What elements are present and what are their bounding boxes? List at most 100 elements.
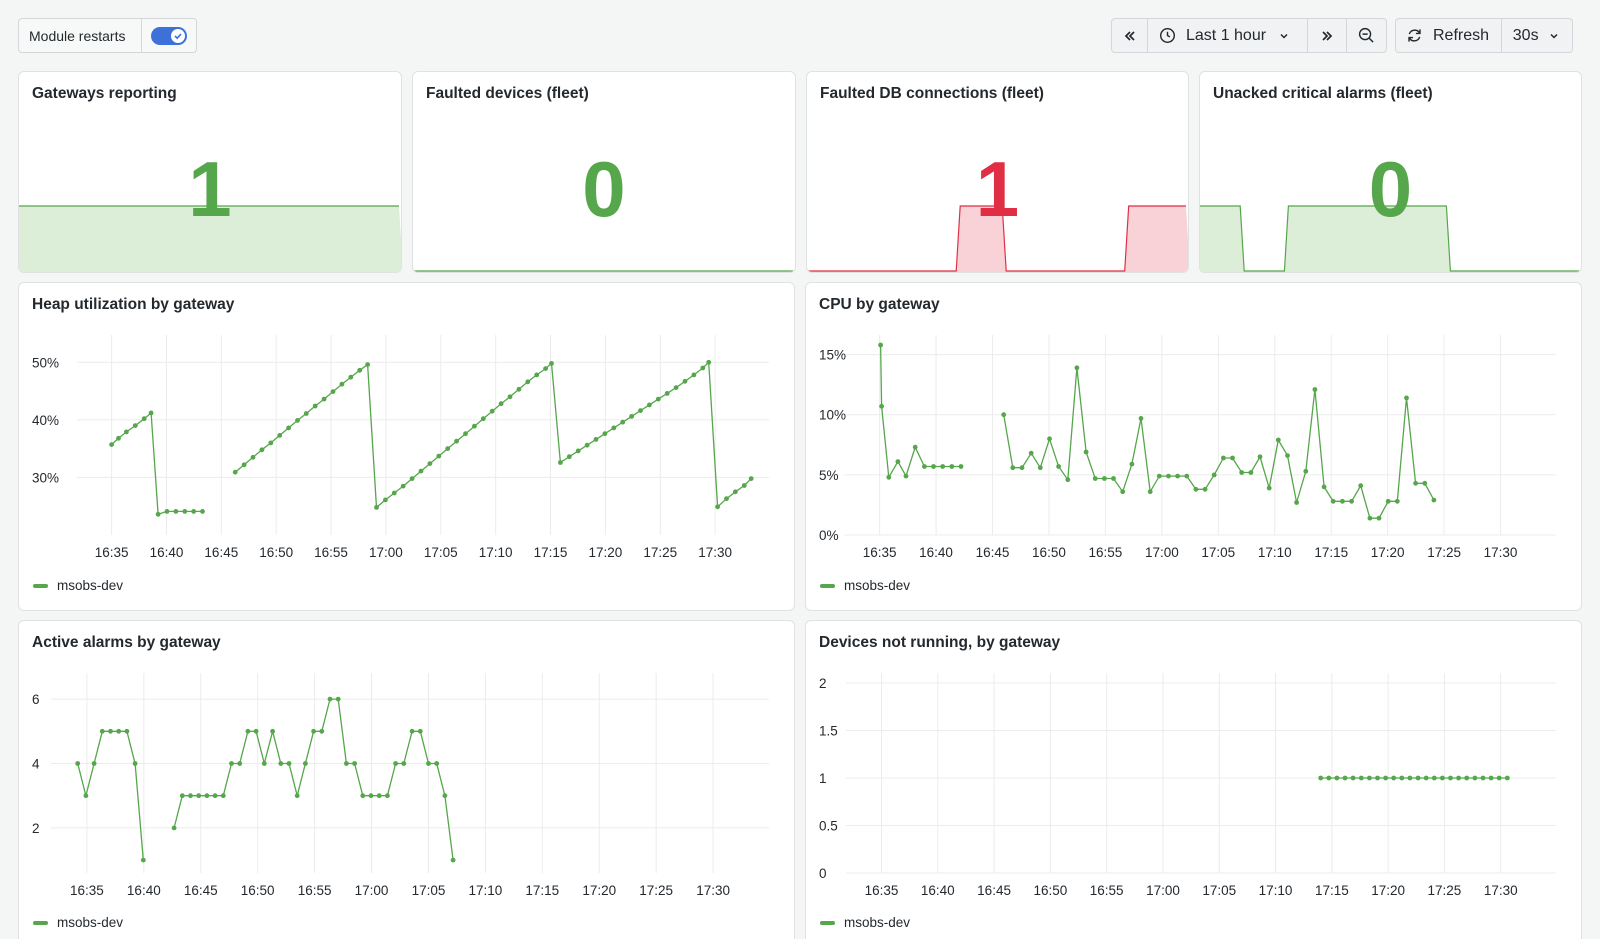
y-tick-label: 40% — [32, 413, 59, 428]
series-line — [234, 360, 752, 509]
data-point — [1156, 473, 1162, 479]
data-point — [1102, 476, 1107, 481]
data-point — [417, 728, 423, 734]
data-point — [124, 429, 129, 435]
data-point — [368, 793, 374, 799]
data-point — [1074, 365, 1080, 371]
legend-item[interactable]: msobs-dev — [33, 578, 123, 593]
data-point — [1391, 775, 1397, 781]
x-tick-label: 16:55 — [1090, 883, 1124, 898]
y-tick-label: 15% — [819, 348, 846, 363]
time-forward-button[interactable] — [1308, 19, 1347, 52]
stat-panel-unacked-critical-alarms: Unacked critical alarms (fleet) 0 — [1199, 71, 1582, 273]
data-point — [253, 728, 259, 734]
data-point — [655, 396, 661, 402]
refresh-interval-label: 30s — [1512, 26, 1539, 44]
legend-item[interactable]: msobs-dev — [820, 578, 910, 593]
data-point — [879, 403, 884, 409]
legend-item[interactable]: msobs-dev — [820, 915, 910, 930]
x-tick-label: 17:10 — [1258, 545, 1292, 560]
data-point — [1056, 464, 1061, 469]
x-tick-label: 17:30 — [696, 883, 730, 898]
x-tick-label: 17:00 — [1146, 883, 1180, 898]
chart-panel-heap-utilization: Heap utilization by gateway 50% 40% 30% 16:… — [18, 282, 795, 611]
data-point — [629, 414, 634, 419]
refresh-button[interactable]: Refresh — [1396, 19, 1502, 52]
time-range-button[interactable]: Last 1 hour — [1148, 19, 1308, 52]
data-point — [75, 761, 81, 766]
data-point — [1480, 775, 1486, 781]
x-tick-label: 16:40 — [921, 883, 955, 898]
data-point — [1266, 485, 1272, 491]
data-point — [261, 761, 267, 766]
refresh-interval-button[interactable]: 30s — [1502, 19, 1572, 52]
data-point — [1083, 449, 1089, 455]
data-point — [357, 367, 363, 373]
data-point — [1431, 497, 1437, 503]
x-tick-label: 17:15 — [525, 883, 559, 898]
x-tick-label: 16:45 — [184, 883, 218, 898]
x-tick-label: 17:05 — [1202, 883, 1236, 898]
panel-title: Faulted DB connections (fleet) — [820, 85, 1044, 102]
x-tick-label: 16:55 — [298, 883, 332, 898]
x-tick-label: 17:25 — [643, 545, 677, 560]
data-point — [878, 342, 883, 348]
chart-panel-active-alarms: Active alarms by gateway 6 4 2 16:35 16:40 16… — [18, 620, 795, 939]
data-point — [1326, 775, 1332, 781]
time-back-button[interactable] — [1112, 19, 1148, 52]
x-tick-label: 16:35 — [865, 883, 899, 898]
data-point — [940, 464, 946, 469]
data-point — [400, 483, 406, 489]
data-point — [155, 511, 161, 517]
data-point — [141, 416, 147, 422]
data-point — [534, 372, 540, 378]
data-point — [335, 696, 341, 702]
data-point — [1342, 775, 1348, 781]
dashboard-toolbar: Module restarts Last 1 hour Refresh 30 — [0, 0, 1600, 70]
sparkline-line — [1200, 205, 1579, 272]
stat-value: 0 — [1368, 145, 1413, 233]
panel-title: Active alarms by gateway — [32, 634, 221, 651]
data-point — [602, 431, 608, 437]
data-point — [1001, 412, 1007, 418]
check-icon — [171, 28, 185, 43]
data-point — [250, 454, 256, 460]
data-point — [700, 365, 706, 371]
x-tick-label: 16:50 — [241, 883, 275, 898]
chart-panel-cpu: CPU by gateway 15% 10% 5% 0% 16:35 16:40 16:45… — [805, 282, 1582, 611]
panel-title: Devices not running, by gateway — [819, 634, 1061, 651]
legend-item[interactable]: msobs-dev — [33, 915, 123, 930]
data-point — [409, 728, 415, 734]
clock-icon — [1159, 27, 1176, 44]
zoom-out-button[interactable] — [1347, 19, 1386, 52]
data-point — [664, 391, 670, 396]
data-point — [229, 761, 234, 766]
x-tick-label: 17:00 — [1145, 545, 1179, 560]
time-range-label: Last 1 hour — [1186, 26, 1267, 44]
data-point — [1019, 465, 1025, 471]
x-tick-label: 17:15 — [534, 545, 568, 560]
data-point — [436, 453, 442, 459]
data-point — [303, 411, 309, 416]
data-point — [463, 431, 468, 437]
data-point — [385, 793, 390, 799]
sparkline-line — [807, 205, 1186, 272]
panel-title: Unacked critical alarms (fleet) — [1213, 85, 1433, 102]
data-point — [1413, 480, 1418, 486]
series-line — [879, 344, 961, 480]
x-tick-label: 17:15 — [1314, 545, 1348, 560]
legend-swatch — [820, 920, 835, 925]
data-point — [1358, 483, 1364, 489]
data-point — [391, 490, 397, 496]
module-restarts-switch[interactable] — [151, 26, 187, 45]
data-point — [682, 378, 688, 384]
legend-label: msobs-dev — [57, 578, 124, 593]
data-point — [1184, 473, 1190, 479]
y-tick-label: 1.5 — [819, 724, 838, 739]
series-line — [111, 411, 203, 516]
data-point — [1349, 498, 1354, 504]
data-point — [270, 728, 275, 734]
data-point — [1404, 395, 1409, 401]
data-point — [365, 362, 370, 367]
panel-title: Faulted devices (fleet) — [426, 85, 589, 102]
